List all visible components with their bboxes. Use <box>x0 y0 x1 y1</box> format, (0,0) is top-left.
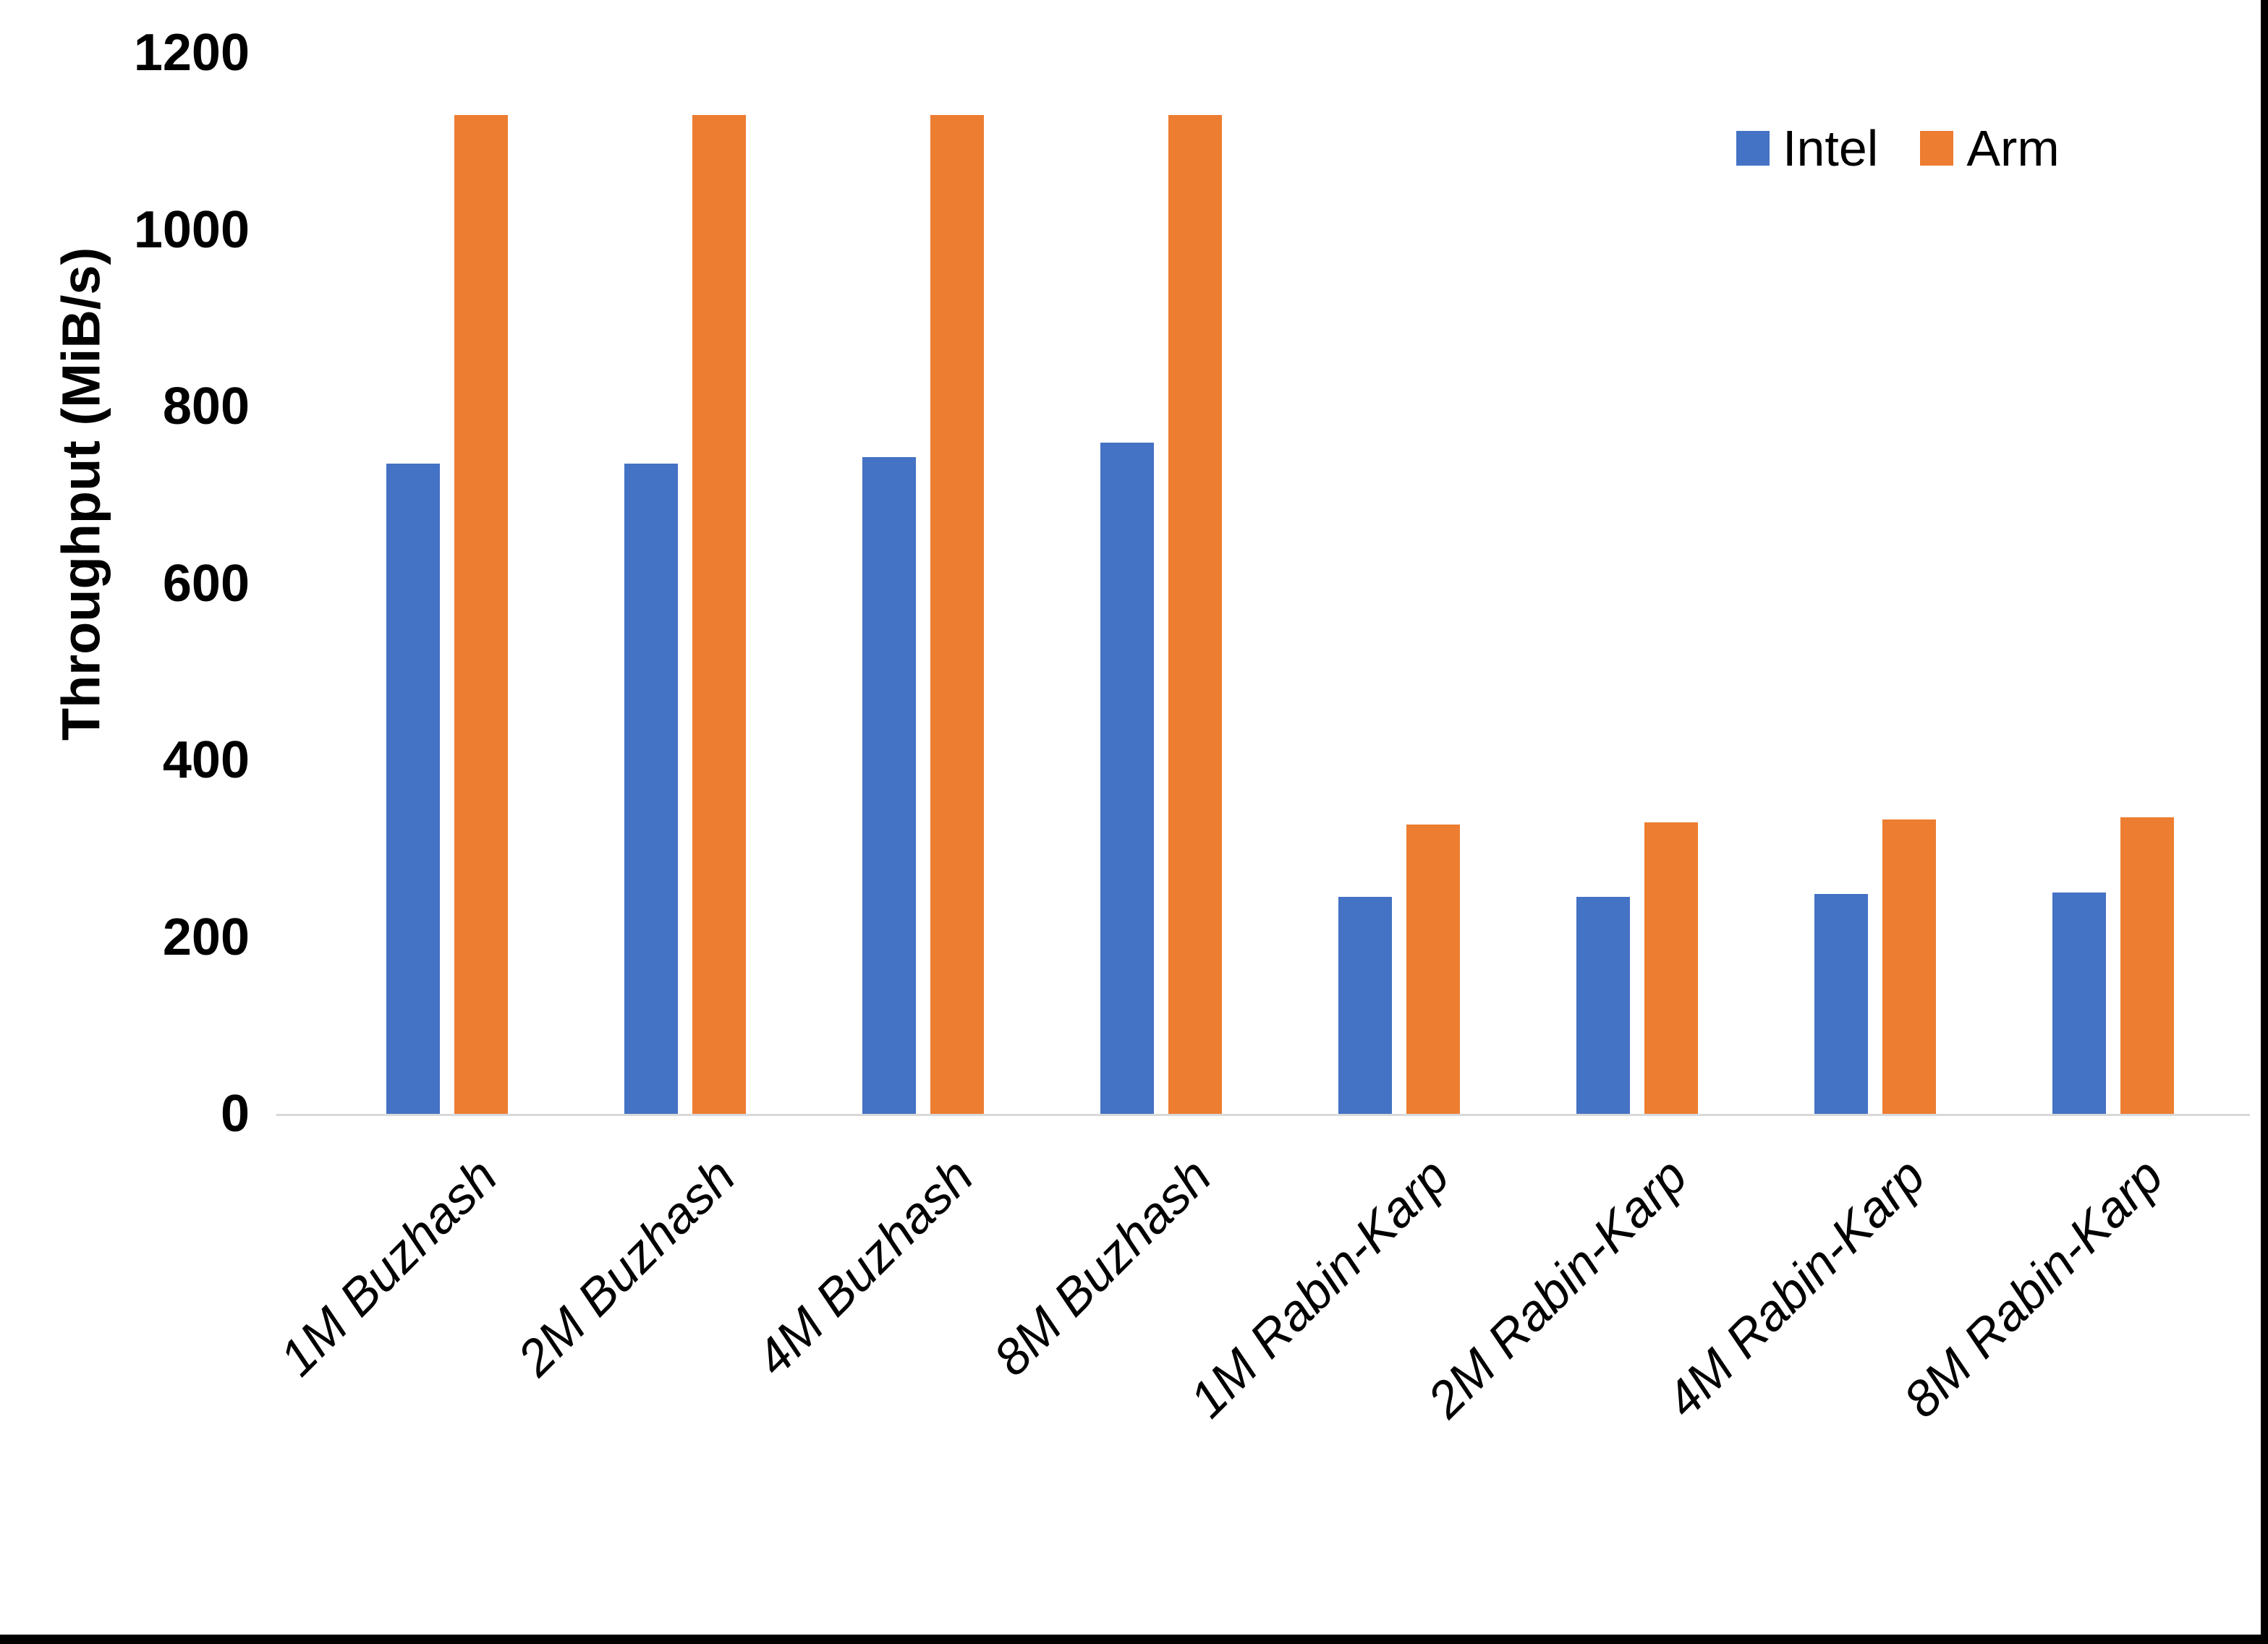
legend-item-arm: Arm <box>1920 120 2060 176</box>
x-axis-line <box>276 1114 2250 1116</box>
legend-label-arm: Arm <box>1966 120 2060 176</box>
bar-arm-6 <box>1644 822 1698 1114</box>
bar-intel-4 <box>1100 443 1154 1114</box>
y-tick-label-1000: 1000 <box>133 200 250 259</box>
bar-intel-3 <box>862 456 916 1114</box>
bar-arm-3 <box>930 114 984 1114</box>
legend: Intel Arm <box>1736 122 2060 175</box>
category-label-5: 1M Rabin-Karp <box>1178 1147 1460 1428</box>
bar-intel-8 <box>2052 893 2106 1114</box>
y-axis-title: Throughput (MiB/s) <box>51 247 111 741</box>
bar-arm-8 <box>2120 817 2174 1114</box>
bar-arm-1 <box>454 114 508 1114</box>
y-tick-label-800: 800 <box>162 378 250 435</box>
legend-item-intel: Intel <box>1736 122 1878 175</box>
bar-arm-2 <box>692 114 746 1114</box>
category-label-3: 4M Buzhash <box>744 1147 984 1387</box>
category-label-2: 2M Buzhash <box>506 1147 746 1387</box>
legend-label-intel: Intel <box>1783 120 1879 176</box>
bar-intel-7 <box>1814 893 1868 1114</box>
bar-arm-4 <box>1168 114 1222 1114</box>
legend-swatch-intel <box>1736 131 1770 166</box>
y-tick-label-400: 400 <box>162 731 250 789</box>
y-tick-label-600: 600 <box>162 554 250 613</box>
bar-arm-7 <box>1882 819 1936 1114</box>
bar-intel-2 <box>624 464 678 1114</box>
category-label-7: 4M Rabin-Karp <box>1655 1147 1936 1428</box>
category-label-8: 8M Rabin-Karp <box>1893 1147 2174 1428</box>
bar-intel-6 <box>1576 897 1630 1114</box>
bar-intel-1 <box>386 464 440 1114</box>
category-label-4: 8M Buzhash <box>982 1147 1222 1387</box>
bar-intel-5 <box>1338 897 1392 1114</box>
y-tick-label-200: 200 <box>162 908 250 966</box>
y-tick-label-0: 0 <box>220 1085 250 1143</box>
legend-swatch-arm <box>1920 131 1954 166</box>
category-label-1: 1M Buzhash <box>268 1147 508 1387</box>
category-label-6: 2M Rabin-Karp <box>1417 1147 1698 1428</box>
bar-arm-5 <box>1406 825 1460 1114</box>
y-tick-label-1200: 1200 <box>133 24 250 82</box>
